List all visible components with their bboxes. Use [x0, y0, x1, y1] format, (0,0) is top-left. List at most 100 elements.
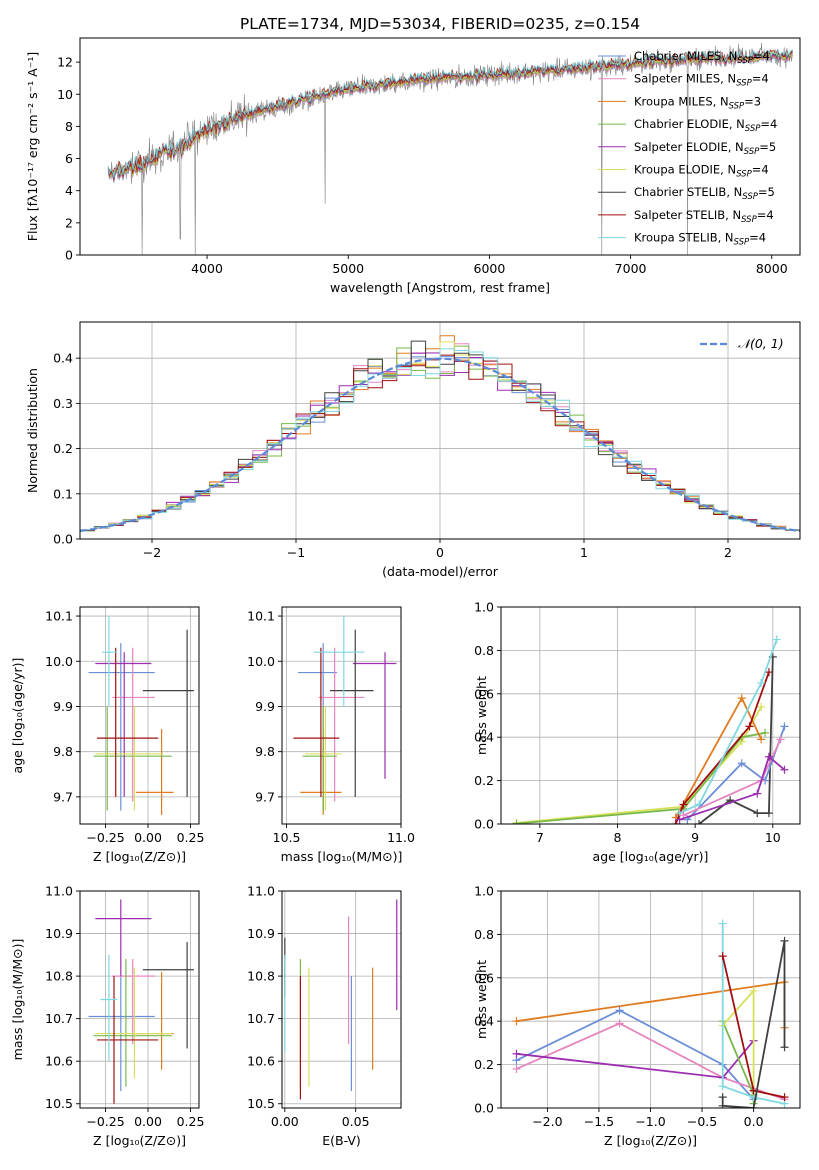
y-tick-label: 10.0 [45, 654, 73, 669]
legend-value: =5 [758, 185, 775, 199]
legend-label: Kroupa ELODIE, NSSP=4 [634, 163, 769, 180]
y-tick-label: 6 [65, 151, 73, 166]
y-tick-label: 9.8 [53, 744, 73, 759]
legend-subscript: SSP [734, 238, 750, 248]
series-marker [671, 820, 680, 824]
series-marker [718, 1101, 727, 1108]
axes-frame [79, 321, 801, 540]
x-tick-label: 5000 [332, 261, 364, 276]
y-tick-label: 8 [65, 119, 73, 134]
legend-value: =4 [749, 231, 766, 245]
y-tick-label: 2 [65, 215, 73, 230]
legend-label: Salpeter MILES, NSSP=4 [634, 72, 769, 89]
y-tick-label: 0.0 [474, 1101, 494, 1116]
x-axis-label: mass [log₁₀(M/M⊙)] [281, 849, 403, 864]
y-axis-label: mass [log₁₀(M/M⊙)] [10, 939, 25, 1061]
series-marker [749, 986, 758, 995]
y-tick-label: 0.0 [53, 532, 73, 547]
series-marker [772, 635, 781, 644]
series-line [722, 988, 755, 1091]
y-tick-label: 0.1 [53, 486, 73, 501]
y-tick-label: 0.6 [474, 686, 494, 701]
x-tick-label: 0.00 [134, 830, 162, 845]
error-bars [88, 899, 194, 1104]
y-tick-label: 1.0 [474, 884, 494, 899]
normal-curve [80, 357, 800, 533]
chart-residual-histogram: −2 −1 0 1 2 0.0 0.1 0.2 0.3 0.4 (data-model)/error… [25, 321, 801, 579]
y-tick-label: 10.6 [247, 1054, 275, 1069]
series-marker [512, 1064, 521, 1073]
y-tick-label: 12 [57, 55, 73, 70]
series-marker [757, 735, 766, 744]
chart-age-vs-Z: −0.25 0.00 0.25 9.7 9.8 9.9 10.0 10.1 Z [log₁₀(Z… [10, 606, 204, 864]
legend-value: =4 [753, 49, 770, 63]
x-axis-label: Z [log₁₀(Z/Z⊙)] [93, 1133, 186, 1148]
series-line [679, 639, 778, 814]
x-axis-label: (data-model)/error [382, 564, 499, 579]
x-tick-label: 11.0 [387, 830, 415, 845]
axes-frame [281, 890, 402, 1109]
x-tick-label: −0.5 [687, 1114, 717, 1129]
x-axis-label: Z [log₁₀(Z/Z⊙)] [93, 849, 186, 864]
series-marker [745, 722, 754, 731]
legend-label: Kroupa MILES, NSSP=3 [634, 94, 761, 111]
x-tick-label: 10 [765, 830, 781, 845]
x-tick-label: 0.05 [342, 1114, 370, 1129]
legend-label: Salpeter ELODIE, NSSP=5 [634, 140, 776, 157]
legend-subscript: SSP [729, 101, 745, 111]
x-tick-label: 4000 [191, 261, 223, 276]
series-marker [679, 800, 688, 809]
legend-subscript: SSP [741, 215, 757, 225]
error-bars [293, 616, 397, 815]
legend-value: =4 [760, 117, 777, 131]
series-marker [737, 759, 746, 768]
series-marker [764, 809, 773, 818]
y-tick-label: 1.0 [474, 600, 494, 615]
x-tick-label: 0.0 [744, 1114, 764, 1129]
y-tick-label: 10.7 [45, 1011, 73, 1026]
series-marker [718, 1082, 727, 1091]
mass-weight-series [512, 635, 789, 824]
y-tick-label: 10.7 [247, 1011, 275, 1026]
y-tick-label: 10.5 [45, 1096, 73, 1111]
axes-frame [281, 606, 402, 825]
figure-title: PLATE=1734, MJD=53034, FIBERID=0235, z=0… [240, 15, 640, 33]
y-tick-label: 10.8 [247, 969, 275, 984]
y-tick-label: 10.1 [247, 609, 275, 624]
series-marker [737, 694, 746, 703]
series-marker [753, 809, 762, 818]
series-marker [780, 936, 789, 945]
series-marker [761, 728, 770, 737]
series-line [679, 755, 786, 821]
x-axis-label: Z [log₁₀(Z/Z⊙)] [604, 1133, 697, 1148]
chart-mw-vs-age: 7 8 9 10 0.0 0.2 0.4 0.6 0.8 1.0 age [log₁₀(age/yr… [474, 600, 801, 864]
y-axis-label: age [log₁₀(age/yr)] [10, 658, 25, 774]
series-marker [753, 789, 762, 798]
plots: 4000 5000 6000 7000 8000024681012wavelength … [10, 37, 801, 1149]
model-fit-line [108, 48, 793, 176]
series-marker [512, 1049, 521, 1058]
series-marker [780, 1043, 789, 1052]
chart-mass-vs-Z: −0.25 0.00 0.25 10.5 10.6 10.7 10.8 10.9 11.0 Z [… [10, 884, 204, 1149]
legend-subscript: SSP [737, 56, 753, 66]
y-tick-label: 0.2 [474, 1057, 494, 1072]
x-tick-label: −0.25 [86, 830, 124, 845]
legend-subscript: SSP [736, 170, 752, 180]
y-tick-label: 9.9 [53, 699, 73, 714]
y-tick-label: 4 [65, 183, 73, 198]
y-tick-label: 10.0 [247, 654, 275, 669]
y-tick-label: 10.9 [45, 926, 73, 941]
x-tick-label: 0.25 [177, 1114, 205, 1129]
x-tick-label: 0.00 [271, 1114, 299, 1129]
x-tick-label: 2 [724, 545, 732, 560]
x-tick-label: 8 [614, 830, 622, 845]
series-line [516, 732, 766, 824]
series-line [516, 1040, 755, 1079]
y-tick-label: 9.7 [53, 789, 73, 804]
legend-label: Chabrier ELODIE, NSSP=4 [634, 117, 777, 134]
series-marker [780, 1093, 789, 1102]
model-fit-line [108, 50, 793, 177]
series-marker [675, 815, 684, 824]
x-tick-label: 10.5 [273, 830, 301, 845]
